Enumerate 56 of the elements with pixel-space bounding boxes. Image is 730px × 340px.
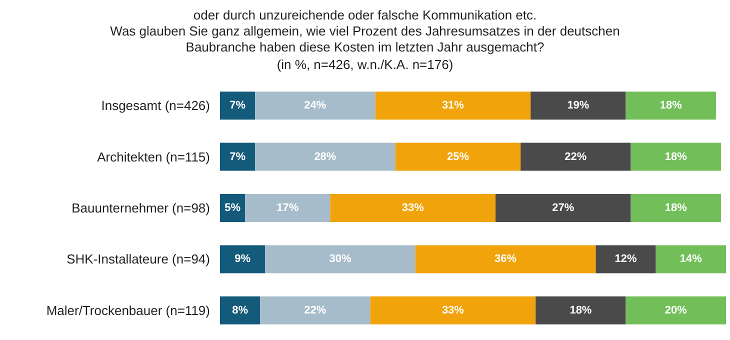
- bar: [656, 245, 726, 274]
- data-label: 17%: [276, 202, 299, 214]
- bar: [370, 296, 536, 324]
- data-label: 18%: [664, 150, 688, 163]
- bar: [626, 92, 716, 120]
- data-label: 19%: [567, 100, 590, 112]
- data-label: 24%: [304, 100, 326, 112]
- bar: [530, 92, 626, 120]
- bar: [265, 245, 416, 274]
- bar: [520, 142, 631, 171]
- bar: [375, 92, 531, 120]
- y-tick-label: Insgesamt (n=426): [101, 98, 210, 114]
- data-label: 33%: [402, 202, 424, 214]
- bar: [260, 296, 370, 324]
- data-label: 30%: [329, 253, 352, 266]
- bar: [496, 194, 631, 222]
- data-label: 18%: [570, 304, 592, 316]
- data-label: 5%: [224, 202, 241, 214]
- bar: [255, 142, 396, 171]
- data-label: 7%: [230, 150, 246, 163]
- bar: [245, 194, 330, 222]
- bar: [630, 194, 721, 222]
- data-label: 20%: [664, 304, 688, 316]
- data-label: 12%: [614, 253, 638, 266]
- bar: [220, 92, 256, 120]
- bar: [630, 142, 721, 171]
- chart-title: oder durch unzureichende oder falsche Kommunikation etc. Was glauben Sie ganz allgemein, wie viel Prozent des Jahresumsatzes in der deutschen Baubranche haben diese Kosten im letzten Jahr ausgemacht?: [110, 8, 620, 54]
- bar: [255, 92, 376, 120]
- data-label: 7%: [230, 100, 246, 112]
- data-label: 27%: [552, 202, 574, 214]
- bar: [330, 194, 496, 222]
- data-label: 18%: [660, 100, 682, 112]
- bar: [596, 245, 656, 274]
- bar: [220, 245, 266, 274]
- y-tick-label: Bauunternehmer (n=98): [72, 200, 210, 216]
- bar: [220, 142, 256, 171]
- bar: [626, 296, 726, 324]
- data-label: 36%: [494, 253, 517, 266]
- bar: [220, 296, 260, 324]
- data-label: 33%: [442, 304, 464, 316]
- y-tick-label: Architekten (n=115): [97, 149, 210, 164]
- bar: [415, 245, 596, 274]
- data-label: 25%: [446, 150, 470, 163]
- data-label: 9%: [234, 253, 251, 266]
- data-label: 22%: [564, 150, 587, 163]
- data-label: 31%: [442, 100, 464, 112]
- y-tick-label: SHK-Installateure (n=94): [66, 252, 210, 267]
- bar: [395, 142, 521, 171]
- data-label: 22%: [304, 304, 326, 316]
- data-label: 8%: [232, 304, 248, 316]
- data-label: 14%: [680, 253, 702, 266]
- data-label: 28%: [314, 150, 336, 163]
- y-tick-label: Maler/Trockenbauer (n=119): [46, 302, 210, 318]
- bar: [536, 296, 626, 324]
- chart-subtitle: (in %, n=426, w.n./K.A. n=176): [276, 57, 454, 72]
- data-label: 18%: [664, 202, 688, 214]
